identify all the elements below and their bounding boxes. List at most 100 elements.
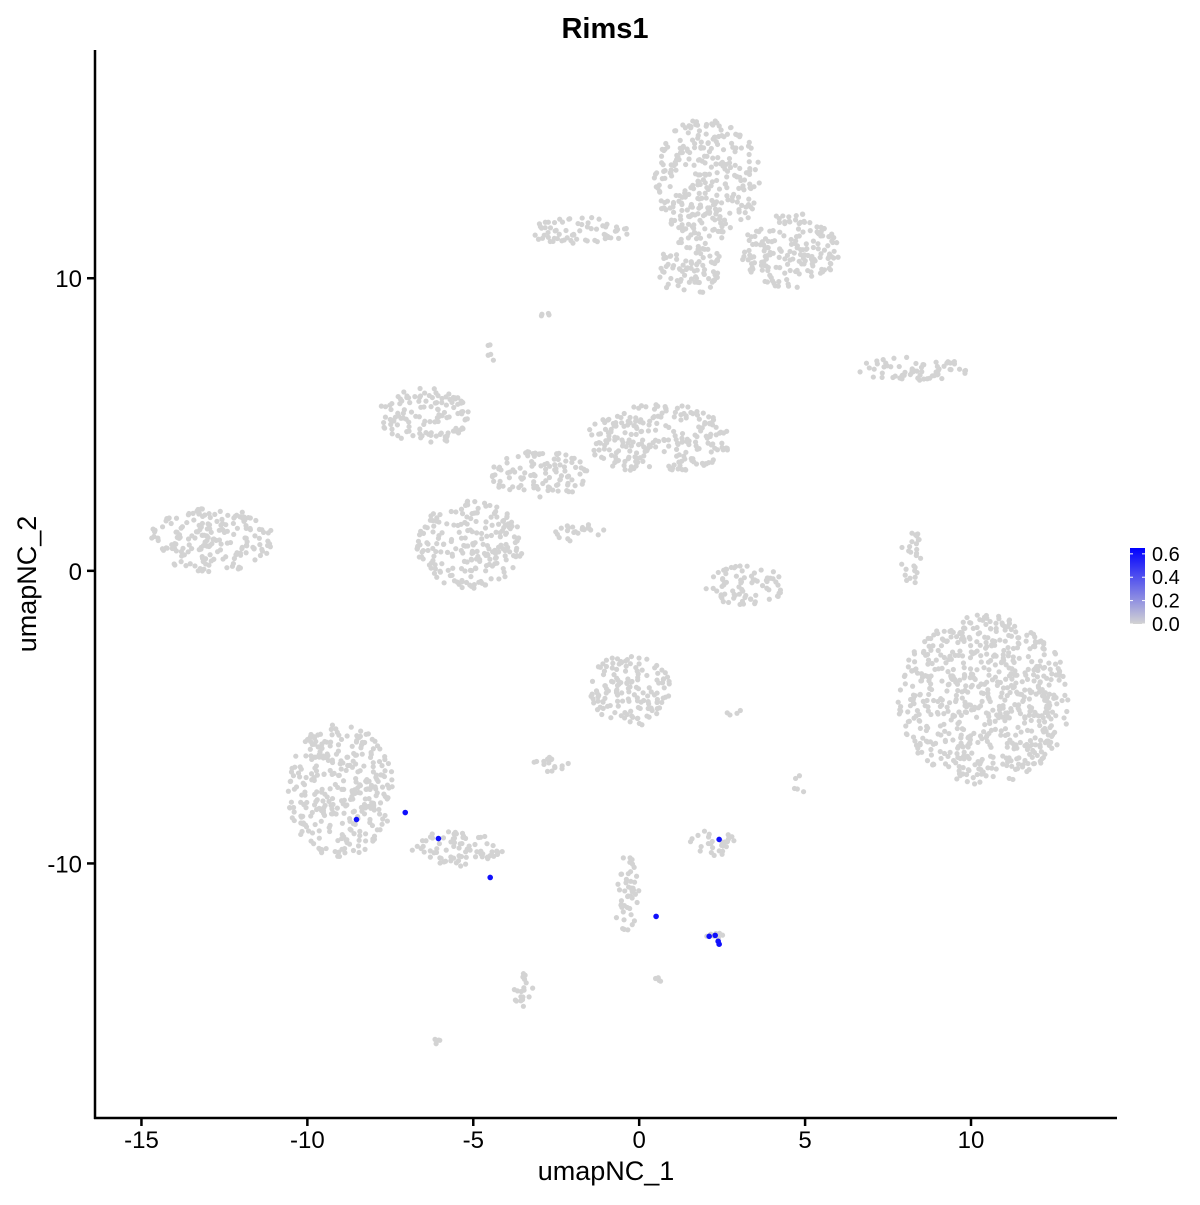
cell-point <box>521 987 527 993</box>
cell-point <box>993 625 999 632</box>
cell-point <box>948 717 954 723</box>
cell-point <box>707 253 713 259</box>
cell-point <box>710 155 716 161</box>
cell-point <box>905 664 911 670</box>
cell-point <box>701 270 707 276</box>
cell-point <box>600 661 606 667</box>
cell-point <box>422 524 428 530</box>
cell-point <box>777 229 783 235</box>
cell-point <box>1028 728 1035 734</box>
cell-point <box>526 449 532 455</box>
cell-point <box>554 452 560 458</box>
cell-point <box>196 510 202 516</box>
cell-point <box>727 225 733 231</box>
cell-point <box>719 440 725 446</box>
cell-point <box>654 706 660 712</box>
cell-point <box>976 630 983 636</box>
cell-point <box>449 572 455 578</box>
cell-point <box>654 696 661 703</box>
cell-point <box>595 694 601 700</box>
cell-point <box>573 464 579 470</box>
cell-point <box>606 447 612 453</box>
cell-point <box>1002 732 1009 739</box>
cell-point <box>765 267 771 274</box>
cell-point <box>594 707 601 713</box>
cell-point <box>994 712 1000 718</box>
cell-point <box>438 855 444 861</box>
cell-point <box>373 786 379 792</box>
cell-point <box>737 165 743 172</box>
cell-point <box>559 238 565 244</box>
cell-point <box>440 541 447 547</box>
cell-point <box>647 443 654 450</box>
cell-point <box>243 550 249 556</box>
cell-point <box>1026 712 1032 718</box>
cell-point <box>715 155 721 161</box>
cell-point <box>339 846 345 852</box>
cell-point <box>309 830 316 836</box>
cell-point <box>546 474 553 481</box>
cell-point <box>490 357 496 363</box>
cell-point <box>674 405 680 411</box>
cell-point <box>173 515 180 521</box>
cell-point <box>614 435 620 441</box>
cell-point <box>257 552 264 559</box>
cell-point <box>417 385 423 392</box>
cell-point <box>1012 623 1018 629</box>
cell-point <box>707 209 713 215</box>
cell-point <box>436 519 442 525</box>
cell-point <box>211 556 217 562</box>
cell-point <box>428 404 434 410</box>
cell-point <box>807 228 813 234</box>
cell-point <box>804 246 810 252</box>
cell-point <box>395 433 401 439</box>
cell-point <box>652 975 659 982</box>
cell-point <box>941 363 947 369</box>
cell-point <box>766 596 772 602</box>
cell-point <box>620 439 626 446</box>
cell-point <box>416 414 422 420</box>
cell-point <box>482 525 489 531</box>
cell-point <box>695 172 701 178</box>
cell-point <box>956 709 962 715</box>
cell-point <box>672 433 678 439</box>
cell-point <box>1024 746 1031 753</box>
cell-point <box>1004 762 1010 769</box>
cell-point <box>395 393 401 400</box>
cell-point <box>829 238 835 244</box>
cell-point <box>998 694 1004 700</box>
cell-point <box>180 545 186 551</box>
cell-point <box>905 719 911 725</box>
cell-point <box>834 240 840 246</box>
cell-point <box>639 667 645 673</box>
cell-point <box>996 616 1002 622</box>
cell-point <box>977 703 984 709</box>
cell-point <box>731 565 737 571</box>
cell-point <box>932 740 939 746</box>
cell-point <box>1041 729 1047 735</box>
cell-point <box>971 781 978 787</box>
cell-point <box>739 598 746 604</box>
cell-point <box>1001 623 1007 629</box>
cell-point <box>564 474 571 480</box>
cell-point <box>966 767 972 774</box>
cell-point <box>1026 767 1032 773</box>
cell-point <box>992 662 998 668</box>
cell-point <box>542 225 548 231</box>
cell-point <box>1020 698 1026 705</box>
cell-point <box>1055 672 1062 678</box>
cell-point <box>610 463 616 469</box>
cell-point <box>458 521 464 527</box>
cell-point <box>528 459 535 465</box>
cell-point <box>609 665 615 671</box>
cell-point <box>683 161 689 168</box>
y-axis-label: umapNC_2 <box>12 516 42 653</box>
cell-point <box>739 202 745 208</box>
cell-point <box>624 904 630 911</box>
cell-point <box>969 682 975 688</box>
cell-point <box>992 652 998 658</box>
cell-point <box>459 584 465 591</box>
cell-point <box>514 524 520 530</box>
cell-point <box>669 173 675 179</box>
cell-point <box>1048 739 1054 745</box>
